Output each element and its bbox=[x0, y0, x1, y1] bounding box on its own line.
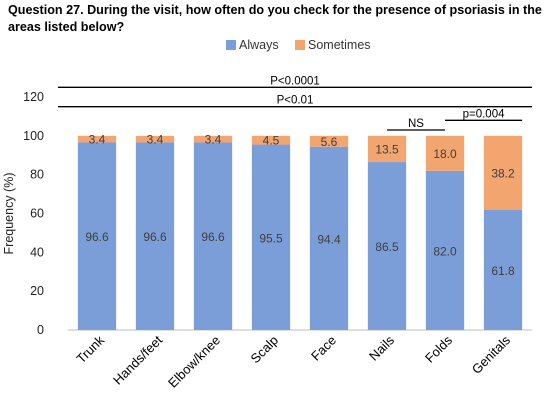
legend-label-always: Always bbox=[239, 38, 279, 52]
data-label-sometimes: 18.0 bbox=[433, 147, 457, 161]
significance-label: NS bbox=[408, 118, 424, 130]
bar-sometimes bbox=[367, 135, 407, 163]
x-tick-label: Face bbox=[308, 333, 339, 364]
bar-always bbox=[251, 144, 291, 330]
data-label-always: 94.4 bbox=[317, 232, 341, 246]
data-label-always: 86.5 bbox=[375, 240, 399, 254]
significance-label: P<0.01 bbox=[277, 95, 314, 107]
data-label-always: 95.5 bbox=[259, 231, 283, 245]
bar-always bbox=[135, 142, 175, 330]
y-tick-label: 100 bbox=[23, 129, 44, 143]
bar-always bbox=[77, 142, 117, 330]
bar-sometimes bbox=[251, 135, 291, 145]
data-label-always: 96.6 bbox=[85, 230, 109, 244]
x-tick-label: Scalp bbox=[248, 333, 282, 367]
data-label-sometimes: 3.4 bbox=[89, 133, 106, 147]
y-tick-label: 120 bbox=[23, 90, 44, 104]
bar-sometimes bbox=[309, 135, 349, 147]
x-tick-label: Folds bbox=[422, 332, 455, 365]
x-tick-label: Trunk bbox=[73, 332, 107, 366]
x-tick-label: Elbow/knee bbox=[165, 333, 223, 391]
significance-label: P<0.0001 bbox=[270, 75, 320, 87]
x-tick-label: Genitals bbox=[469, 332, 514, 377]
chart-title: Question 27. During the visit, how often… bbox=[8, 3, 542, 34]
bar-always bbox=[483, 210, 523, 330]
data-label-always: 96.6 bbox=[201, 230, 225, 244]
significance-label: p=0.004 bbox=[463, 108, 505, 120]
x-tick-label: Nails bbox=[366, 332, 397, 363]
y-tick-label: 80 bbox=[30, 168, 44, 182]
y-tick-label: 20 bbox=[30, 284, 44, 298]
bar-sometimes bbox=[135, 135, 175, 143]
data-label-always: 82.0 bbox=[433, 244, 457, 258]
bar-sometimes bbox=[77, 135, 117, 143]
legend-swatch-sometimes bbox=[295, 40, 305, 50]
data-label-sometimes: 4.5 bbox=[263, 134, 280, 148]
legend-label-sometimes: Sometimes bbox=[308, 38, 371, 52]
data-label-sometimes: 38.2 bbox=[491, 166, 515, 180]
data-label-sometimes: 5.6 bbox=[321, 135, 338, 149]
y-tick-label: 40 bbox=[30, 245, 44, 259]
data-label-sometimes: 13.5 bbox=[375, 142, 399, 156]
x-tick-label: Hands/feet bbox=[110, 332, 165, 387]
bar-sometimes bbox=[193, 135, 233, 143]
y-axis-label: Frequency (%) bbox=[2, 173, 16, 255]
data-label-always: 61.8 bbox=[491, 264, 515, 278]
data-label-always: 96.6 bbox=[143, 230, 167, 244]
bar-sometimes bbox=[483, 135, 523, 211]
bar-always bbox=[367, 162, 407, 330]
y-tick-label: 0 bbox=[37, 323, 44, 337]
data-label-sometimes: 3.4 bbox=[147, 133, 164, 147]
bar-always bbox=[309, 146, 349, 330]
legend-swatch-always bbox=[226, 40, 236, 50]
bar-always bbox=[193, 142, 233, 330]
bar-sometimes bbox=[425, 135, 465, 171]
data-label-sometimes: 3.4 bbox=[205, 133, 222, 147]
bar-always bbox=[425, 170, 465, 330]
y-tick-label: 60 bbox=[30, 207, 44, 221]
